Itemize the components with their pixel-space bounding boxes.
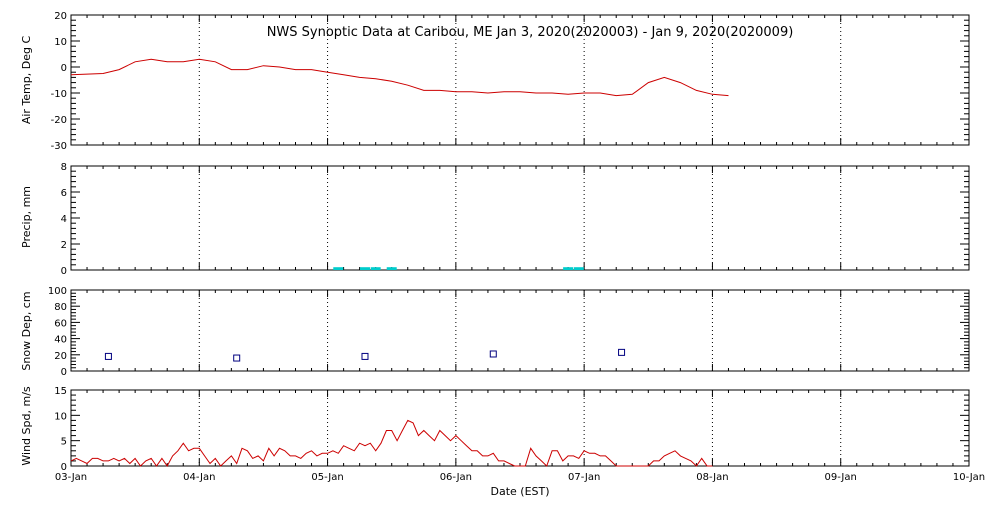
wind-speed-series-line <box>70 419 713 467</box>
wind-speed-panel: Wind Spd, m/s 0 5 10 15 03-Jan 04-Jan 05-Jan 06… <box>20 386 985 483</box>
snow-depth-marker <box>489 350 497 358</box>
snow-depth-marker <box>104 352 112 360</box>
snow-depth-ytick-label: 0 <box>61 367 67 378</box>
precip-ytick-label: 8 <box>61 162 67 173</box>
x-tick-label: 04-Jan <box>183 472 215 483</box>
snow-depth-ytick-label: 60 <box>54 318 67 329</box>
wind-speed-ytick-label: 5 <box>61 437 67 448</box>
x-axis-label: Date (EST) <box>490 485 549 498</box>
wind-speed-ytick-label: 15 <box>54 386 67 397</box>
snow-depth-marker <box>361 352 369 360</box>
precip-bar <box>386 267 397 270</box>
precip-ytick-label: 4 <box>61 214 67 225</box>
air-temp-panel: Air Temp, Deg C 20 10 0 -10 -20 -30 <box>20 11 970 152</box>
precip-plot-frame <box>70 165 970 271</box>
precip-bar <box>573 267 584 270</box>
wind-speed-ytick-label: 0 <box>61 462 67 473</box>
wind-speed-ylabel: Wind Spd, m/s <box>20 386 33 466</box>
snow-depth-ylabel: Snow Dep, cm <box>20 291 33 370</box>
air-temp-plot-frame <box>70 14 970 146</box>
snow-depth-panel: Snow Dep, cm 0 20 40 60 80 100 <box>20 286 970 378</box>
snow-depth-plot-frame <box>70 289 970 372</box>
snow-depth-ytick-label: 40 <box>54 335 67 346</box>
precip-ytick-label: 2 <box>61 240 67 251</box>
air-temp-ytick-label: -30 <box>51 141 67 152</box>
snow-depth-marker <box>233 354 241 362</box>
wind-speed-plot-frame <box>70 389 970 467</box>
wind-speed-ytick-label: 10 <box>54 411 67 422</box>
precip-ytick-label: 0 <box>61 266 67 277</box>
snow-depth-marker <box>618 348 626 356</box>
snow-depth-ytick-label: 100 <box>48 286 67 297</box>
x-tick-label: 07-Jan <box>568 472 600 483</box>
air-temp-ylabel: Air Temp, Deg C <box>20 36 33 125</box>
x-tick-label: 10-Jan <box>953 472 985 483</box>
precip-panel: Precip, mm 0 2 4 6 8 <box>20 162 970 277</box>
precip-bar <box>359 267 370 270</box>
chart-title: NWS Synoptic Data at Caribou, ME Jan 3, … <box>267 25 794 40</box>
precip-ylabel: Precip, mm <box>20 186 33 248</box>
air-temp-ytick-label: -20 <box>51 115 67 126</box>
air-temp-ytick-label: 0 <box>61 63 67 74</box>
snow-depth-ytick-label: 20 <box>54 351 67 362</box>
precip-bar <box>563 267 574 270</box>
air-temp-ytick-label: 10 <box>54 37 67 48</box>
x-tick-label: 08-Jan <box>696 472 728 483</box>
precip-ytick-label: 6 <box>61 188 67 199</box>
x-tick-label: 06-Jan <box>440 472 472 483</box>
air-temp-ytick-label: -10 <box>51 89 67 100</box>
precip-bar <box>333 267 344 270</box>
x-tick-label: 09-Jan <box>825 472 857 483</box>
snow-depth-ytick-label: 80 <box>54 302 67 313</box>
precip-bar <box>370 267 381 270</box>
air-temp-ytick-label: 20 <box>54 11 67 22</box>
air-temp-series-line <box>70 58 729 97</box>
x-tick-label: 05-Jan <box>311 472 343 483</box>
x-tick-label: 03-Jan <box>55 472 87 483</box>
